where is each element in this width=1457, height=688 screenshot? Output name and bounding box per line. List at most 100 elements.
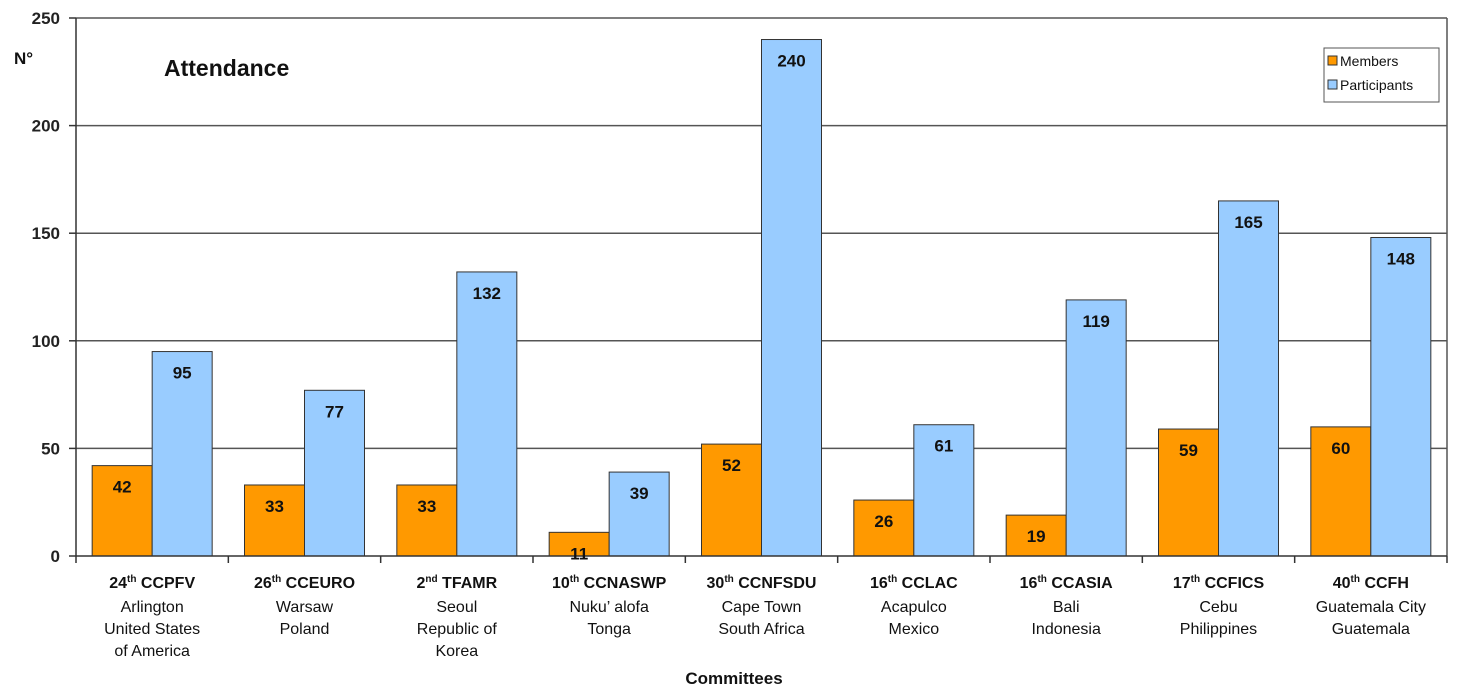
category-location-line: Seoul xyxy=(436,599,477,616)
category-code: CCPFV xyxy=(136,575,195,592)
category-location-line: Korea xyxy=(435,643,478,660)
y-tick-label: 50 xyxy=(41,439,60,458)
category-code: CCNASWP xyxy=(579,575,666,592)
category-code-label: 26th CCEURO xyxy=(254,574,355,592)
category-location-line: Indonesia xyxy=(1031,621,1100,638)
data-label-members: 33 xyxy=(417,497,436,516)
category-number: 16 xyxy=(870,575,888,592)
category-ordinal-suffix: th xyxy=(724,574,733,585)
bar-participants xyxy=(151,351,213,557)
category-location-line: Cebu xyxy=(1199,599,1237,616)
category-number: 2 xyxy=(416,575,425,592)
category-ordinal-suffix: th xyxy=(1191,574,1200,585)
axes xyxy=(69,17,1448,563)
category-location-line: of America xyxy=(114,643,190,660)
y-axis-label: N° xyxy=(14,49,33,68)
category-ordinal-suffix: th xyxy=(570,574,579,585)
category-location-line: Guatemala City xyxy=(1316,599,1426,616)
category-code-label: 17th CCFICS xyxy=(1173,574,1265,592)
category-number: 17 xyxy=(1173,575,1191,592)
labels: 0 50 100 150 200 250 42 33 33 11 52 26 19 59 60 95 77 132… xyxy=(32,9,1426,660)
category-code-label: 40th CCFH xyxy=(1333,574,1409,592)
category-ordinal-suffix: nd xyxy=(425,574,437,585)
category-number: 40 xyxy=(1333,575,1351,592)
category-location-line: Nuku’ alofa xyxy=(569,599,649,616)
data-label-members: 60 xyxy=(1331,439,1350,458)
category-location-line: United States xyxy=(104,621,200,638)
category-ordinal-suffix: th xyxy=(127,574,136,585)
bar-participants xyxy=(456,271,518,557)
category-ordinal-suffix: th xyxy=(1037,574,1046,585)
bar-participants xyxy=(913,424,975,557)
data-label-participants: 165 xyxy=(1234,213,1262,232)
data-label-members: 19 xyxy=(1027,527,1046,546)
data-label-participants: 61 xyxy=(934,437,953,456)
legend-label-members: Members xyxy=(1340,53,1398,69)
category-ordinal-suffix: th xyxy=(1351,574,1360,585)
legend-box xyxy=(1323,47,1440,103)
data-label-members: 26 xyxy=(874,512,893,531)
category-location-line: Cape Town xyxy=(722,599,802,616)
bars xyxy=(91,39,1432,557)
data-label-participants: 148 xyxy=(1387,250,1415,269)
data-label-members: 33 xyxy=(265,497,284,516)
data-label-members: 42 xyxy=(113,478,132,497)
data-label-participants: 119 xyxy=(1082,312,1109,331)
category-number: 10 xyxy=(552,575,570,592)
category-code: TFAMR xyxy=(438,575,498,592)
category-code-label: 16th CCASIA xyxy=(1020,574,1113,592)
y-tick-label: 150 xyxy=(32,224,60,243)
category-code: CCFICS xyxy=(1200,575,1264,592)
category-number: 24 xyxy=(109,575,127,592)
category-location-line: Arlington xyxy=(121,599,184,616)
chart-title: Attendance xyxy=(164,55,289,81)
bar-participants xyxy=(608,471,670,557)
category-location-line: South Africa xyxy=(718,621,804,638)
data-label-members: 59 xyxy=(1179,441,1198,460)
y-tick-label: 250 xyxy=(32,9,60,28)
category-code-label: 2nd TFAMR xyxy=(416,574,497,592)
category-location-line: Tonga xyxy=(587,621,631,638)
data-label-participants: 95 xyxy=(173,364,192,383)
category-location-line: Bali xyxy=(1053,599,1080,616)
bar-members xyxy=(396,484,458,557)
data-label-participants: 39 xyxy=(630,484,649,503)
y-tick-label: 0 xyxy=(51,547,60,566)
bar-participants xyxy=(761,39,822,557)
legend-label-participants: Participants xyxy=(1340,77,1413,93)
category-code: CCFH xyxy=(1360,575,1409,592)
category-ordinal-suffix: th xyxy=(888,574,897,585)
category-code-label: 16th CCLAC xyxy=(870,574,958,592)
bar-members xyxy=(244,484,305,557)
category-ordinal-suffix: th xyxy=(272,574,281,585)
y-tick-label: 100 xyxy=(32,332,60,351)
bar-members xyxy=(1310,426,1372,557)
category-code: CCASIA xyxy=(1047,575,1113,592)
x-axis-label: Committees xyxy=(685,669,782,688)
data-label-participants: 240 xyxy=(777,52,805,71)
bar-participants xyxy=(1065,299,1127,557)
y-tick-label: 200 xyxy=(32,117,60,136)
bar-participants xyxy=(1218,200,1279,557)
category-number: 30 xyxy=(707,575,725,592)
category-location-line: Republic of xyxy=(417,621,498,638)
data-label-participants: 132 xyxy=(473,284,501,303)
data-label-members: 52 xyxy=(722,456,741,475)
legend: Members Participants xyxy=(1323,47,1440,103)
category-number: 26 xyxy=(254,575,272,592)
category-location-line: Mexico xyxy=(888,621,939,638)
bar-participants xyxy=(304,389,365,557)
data-label-participants: 77 xyxy=(325,402,344,421)
data-label-members: 11 xyxy=(570,544,588,563)
bar-participants xyxy=(1370,237,1432,557)
category-location-line: Philippines xyxy=(1180,621,1257,638)
category-location-line: Warsaw xyxy=(276,599,334,616)
category-code-label: 10th CCNASWP xyxy=(552,574,667,592)
category-number: 16 xyxy=(1020,575,1038,592)
category-code: CCNFSDU xyxy=(734,575,817,592)
category-code-label: 24th CCPFV xyxy=(109,574,195,592)
legend-swatch-members xyxy=(1327,55,1338,66)
category-location-line: Poland xyxy=(280,621,330,638)
category-location-line: Acapulco xyxy=(881,599,947,616)
